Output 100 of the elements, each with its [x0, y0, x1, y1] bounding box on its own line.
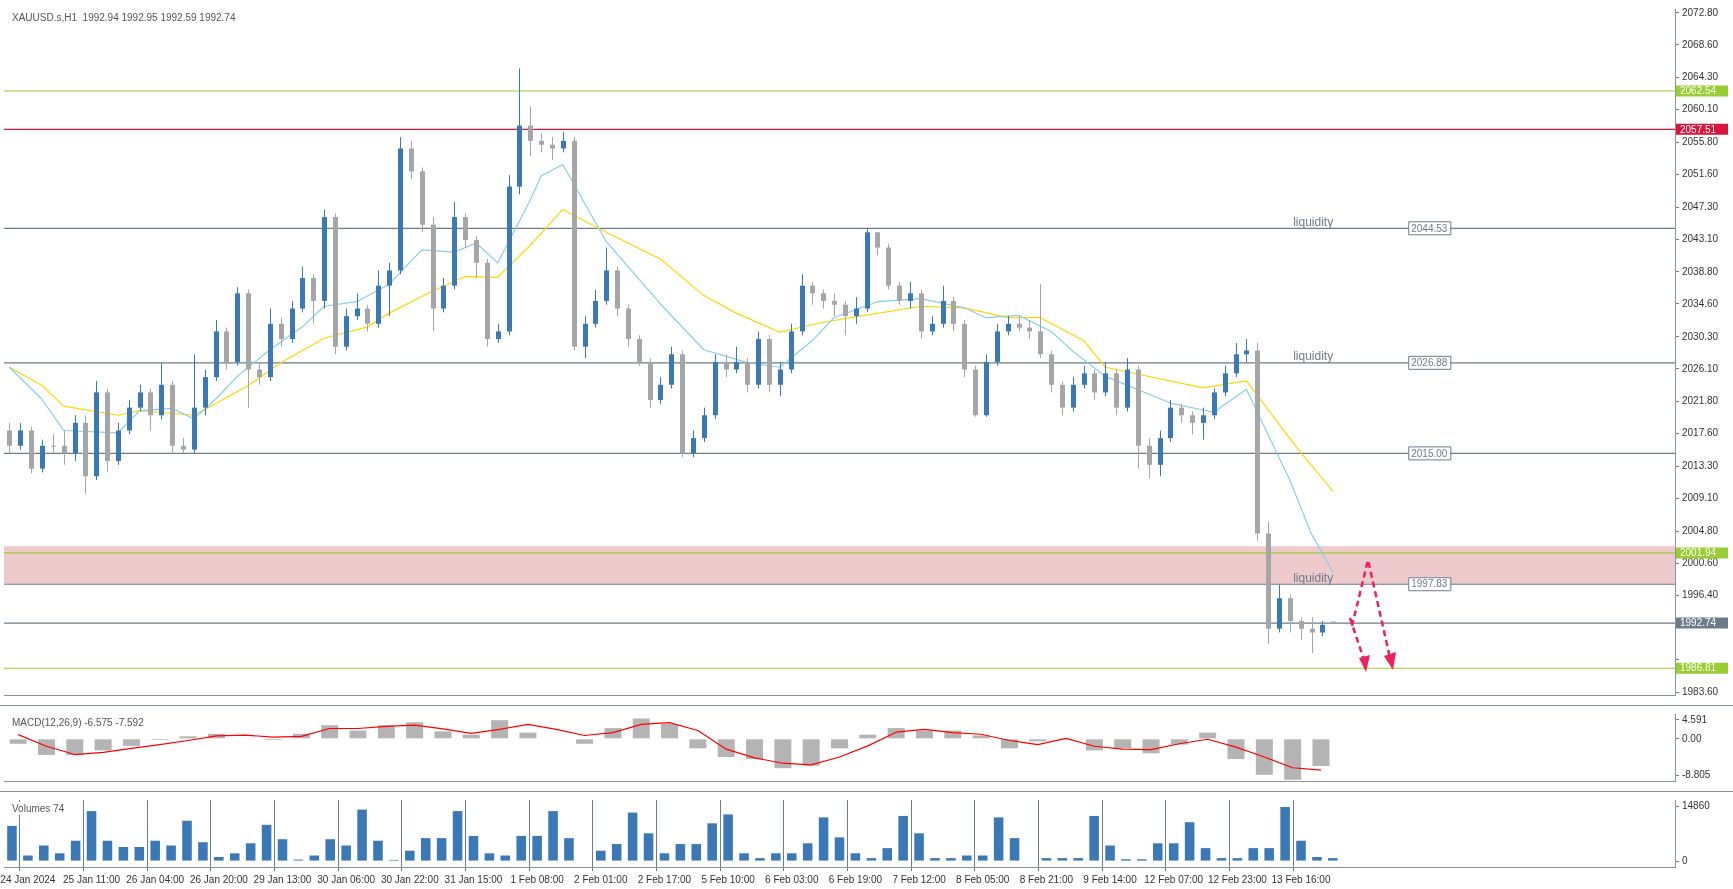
- candlestick: [658, 376, 663, 405]
- x-tick-label: 26 Jan 04:00: [126, 873, 185, 885]
- candlestick: [561, 131, 566, 153]
- bar: [277, 839, 288, 861]
- x-tick-label: 2 Feb 01:00: [574, 873, 628, 885]
- bar: [723, 814, 733, 861]
- bar: [691, 844, 702, 861]
- bar: [930, 858, 940, 861]
- candlestick: [355, 292, 360, 321]
- bar: [717, 739, 735, 758]
- y-tick-label: 2055.80: [1682, 136, 1719, 148]
- bar: [309, 855, 320, 861]
- y-tick-label: 2068.60: [1682, 38, 1719, 50]
- bar: [1168, 843, 1179, 861]
- candlestick: [528, 106, 533, 157]
- bar: [802, 843, 813, 861]
- candlestick: [1190, 410, 1195, 435]
- y-tick-label: 2017.60: [1682, 427, 1719, 439]
- bar: [321, 725, 339, 739]
- candlestick: [854, 296, 859, 325]
- bar: [1248, 848, 1259, 861]
- bar: [1312, 739, 1330, 767]
- bar: [1284, 739, 1302, 780]
- bar: [405, 850, 415, 861]
- bar: [491, 720, 509, 739]
- candlestick: [832, 292, 837, 317]
- bar: [548, 811, 558, 861]
- y-tick-label: 0.00: [1682, 732, 1702, 744]
- candlestick: [951, 296, 956, 332]
- bar: [746, 739, 764, 760]
- ref-line-label: 1992.74: [1680, 617, 1717, 629]
- y-tick-label: 2043.10: [1682, 232, 1719, 244]
- bar: [66, 739, 84, 755]
- bar: [1296, 840, 1306, 861]
- bar: [1114, 739, 1132, 749]
- bar: [898, 815, 908, 861]
- bar: [946, 858, 956, 861]
- ref-line-label: 2001.94: [1680, 547, 1717, 559]
- bar: [325, 839, 336, 861]
- bar: [1105, 845, 1115, 861]
- x-tick-label: 31 Jan 15:00: [444, 873, 503, 885]
- bar: [39, 845, 49, 861]
- bar: [102, 840, 113, 861]
- candlestick: [1092, 369, 1097, 401]
- bar: [774, 739, 792, 769]
- bar: [755, 858, 765, 861]
- bar: [86, 811, 97, 861]
- y-tick-label: 0: [1682, 854, 1688, 866]
- bar: [37, 739, 55, 755]
- candlestick: [745, 357, 750, 393]
- bar: [532, 835, 542, 861]
- bar: [962, 855, 972, 861]
- candlestick: [875, 231, 880, 256]
- bar: [166, 845, 176, 861]
- candlestick: [734, 346, 739, 374]
- y-tick-label: 2038.80: [1682, 265, 1719, 277]
- bar: [661, 723, 679, 739]
- bar: [659, 853, 670, 861]
- bar: [977, 855, 988, 861]
- bar: [198, 842, 208, 861]
- y-tick-label: 2060.10: [1682, 103, 1719, 115]
- y-tick-label: 1996.40: [1682, 588, 1719, 600]
- bar: [802, 739, 820, 766]
- y-tick-label: 2026.10: [1682, 362, 1719, 374]
- ref-line-label: 2057.51: [1680, 123, 1717, 135]
- bar: [786, 853, 797, 861]
- x-tick-label: 6 Feb 03:00: [765, 873, 819, 885]
- candlestick: [1082, 365, 1087, 390]
- bar: [831, 739, 848, 749]
- bar: [882, 848, 893, 861]
- x-tick-label: 30 Jan 06:00: [317, 873, 376, 885]
- candlestick: [1038, 283, 1043, 359]
- x-tick-label: 9 Feb 14:00: [1083, 873, 1138, 885]
- x-tick-label: 13 Feb 16:00: [1271, 873, 1331, 885]
- bar: [1216, 858, 1227, 861]
- candlestick: [463, 212, 468, 249]
- bar: [675, 844, 686, 861]
- bar: [1227, 739, 1245, 760]
- bar: [707, 823, 717, 861]
- bar: [245, 843, 256, 861]
- candlestick: [930, 315, 935, 336]
- x-tick-label: 7 Feb 12:00: [892, 873, 947, 885]
- y-tick-label: 2009.10: [1682, 492, 1719, 504]
- bar: [134, 847, 145, 861]
- x-tick-label: 25 Jan 11:00: [62, 873, 121, 885]
- bar: [611, 844, 622, 861]
- bar: [182, 820, 192, 861]
- ref-line-label: 2062.54: [1680, 85, 1717, 97]
- candlestick: [18, 422, 23, 451]
- bar: [1255, 739, 1273, 775]
- bar: [23, 855, 33, 861]
- bar: [689, 739, 707, 749]
- candlestick: [1060, 380, 1065, 416]
- candlestick: [62, 430, 67, 466]
- bar: [357, 809, 367, 861]
- bar: [94, 739, 112, 751]
- y-tick-label: 2030.30: [1682, 330, 1719, 342]
- candlestick: [1299, 616, 1304, 641]
- bar: [818, 817, 829, 861]
- candlestick: [593, 289, 598, 329]
